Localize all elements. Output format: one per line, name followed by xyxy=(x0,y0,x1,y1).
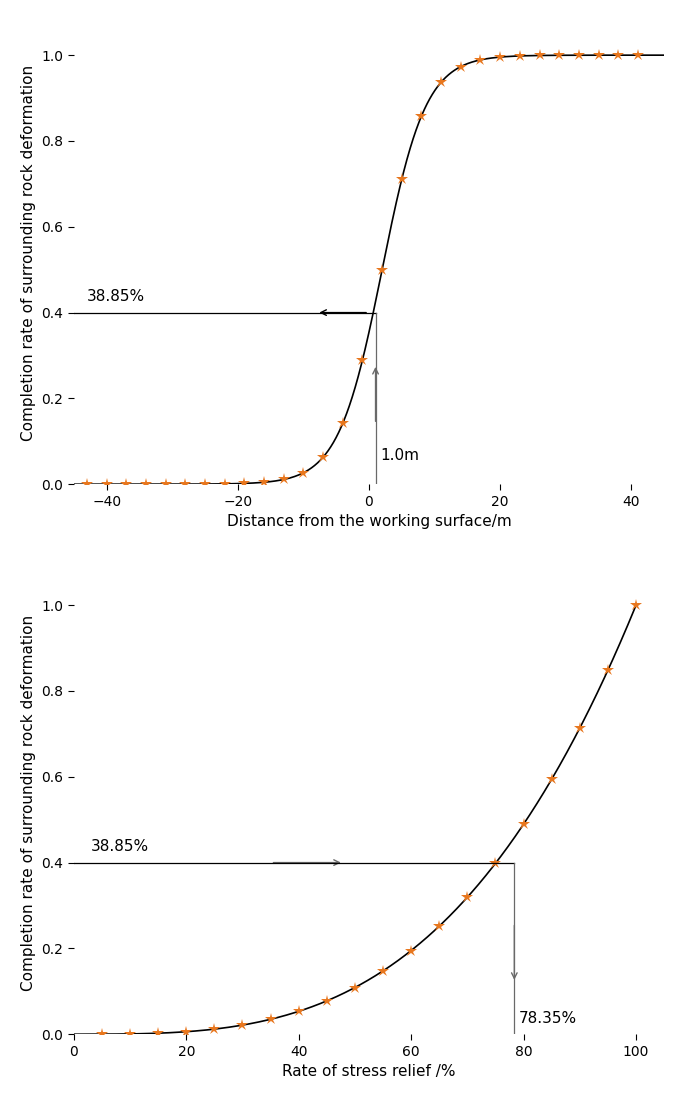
Text: 38.85%: 38.85% xyxy=(90,839,149,854)
Text: 38.85%: 38.85% xyxy=(87,289,145,304)
Y-axis label: Completion rate of surrounding rock deformation: Completion rate of surrounding rock defo… xyxy=(21,65,36,441)
X-axis label: Distance from the working surface/m: Distance from the working surface/m xyxy=(227,514,512,529)
Y-axis label: Completion rate of surrounding rock deformation: Completion rate of surrounding rock defo… xyxy=(21,615,36,991)
X-axis label: Rate of stress relief /%: Rate of stress relief /% xyxy=(282,1064,456,1079)
Text: 78.35%: 78.35% xyxy=(519,1011,577,1025)
Text: 1.0m: 1.0m xyxy=(381,448,420,463)
